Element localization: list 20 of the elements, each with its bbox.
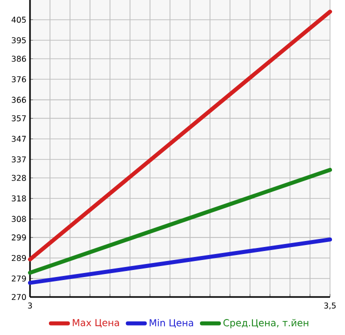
x-tick-label: 3 [28, 302, 32, 309]
y-tick-label: 289 [12, 254, 26, 261]
y-tick-label: 376 [12, 76, 26, 82]
y-tick-label: 357 [12, 115, 26, 122]
y-tick-label: 405 [12, 16, 26, 23]
y-tick-label: 328 [12, 174, 26, 181]
x-tick-label: 3,5 [324, 302, 336, 310]
y-tick-label: 299 [12, 234, 26, 240]
y-tick-label: 347 [12, 136, 26, 142]
y-tick-label: 366 [12, 96, 26, 103]
y-tick-label: 395 [12, 37, 26, 44]
y-tick-label: 337 [12, 156, 26, 162]
y-tick-label: 279 [12, 275, 26, 282]
legend-label: Max Цена [72, 319, 119, 328]
legend-label: Min Цена [150, 319, 194, 328]
y-tick-label: 318 [12, 195, 26, 202]
y-tick-label: 386 [12, 56, 26, 62]
y-tick-label: 270 [12, 294, 26, 300]
y-tick-label: 308 [12, 216, 26, 222]
legend-label: Сред.Цена, т.йен [223, 319, 308, 328]
